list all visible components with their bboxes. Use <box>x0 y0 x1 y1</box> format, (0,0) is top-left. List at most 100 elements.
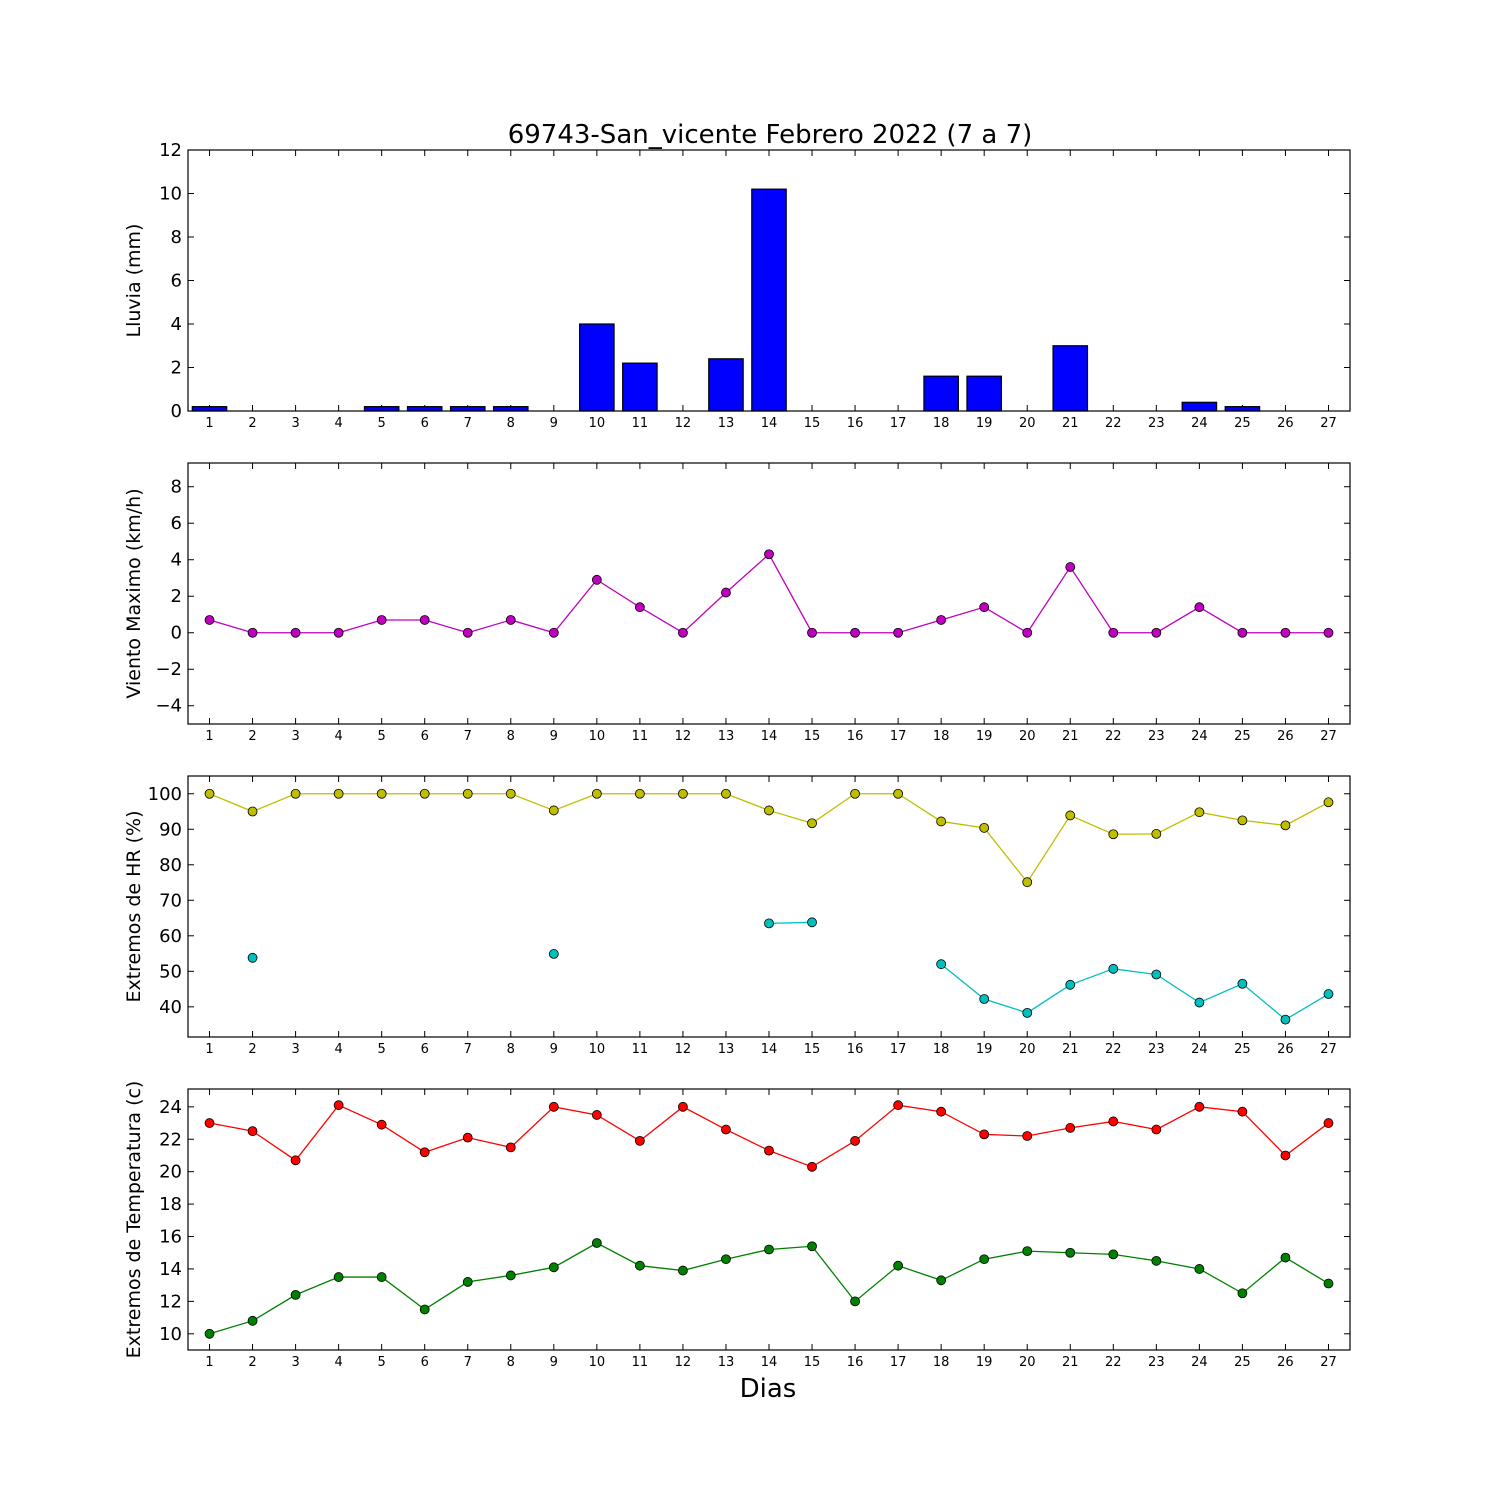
x-tick-label: 9 <box>550 416 558 431</box>
axes-frame <box>187 149 1351 412</box>
data-point <box>936 1275 947 1286</box>
x-tick-label: 17 <box>890 416 907 431</box>
data-point <box>1065 810 1076 821</box>
y-tick-label: 50 <box>159 961 182 982</box>
data-point <box>1237 1106 1248 1117</box>
data-point <box>333 788 344 799</box>
x-tick-label: 6 <box>421 416 429 431</box>
bar <box>708 358 744 412</box>
x-tick-label: 13 <box>718 416 735 431</box>
data-point <box>591 1238 602 1248</box>
data-point <box>764 549 774 560</box>
x-tick-label: 17 <box>890 1355 907 1370</box>
x-tick-label: 16 <box>847 416 864 431</box>
x-tick-label: 22 <box>1105 416 1122 431</box>
x-tick-label: 7 <box>464 1042 472 1057</box>
x-axis-label: Dias <box>740 1374 797 1404</box>
x-tick-label: 3 <box>291 1355 299 1370</box>
data-point <box>1022 627 1033 638</box>
axes-frame <box>187 462 1351 725</box>
bar <box>966 375 1003 412</box>
data-point <box>1065 979 1076 990</box>
panel-4: Extremos de Temperatura (c) 1012141618202… <box>123 1081 1351 1370</box>
x-tick-label: 20 <box>1019 416 1036 431</box>
bar <box>449 406 486 412</box>
x-tick-label: 24 <box>1191 1042 1208 1057</box>
axes-frame <box>187 1088 1351 1351</box>
data-point <box>1237 978 1248 989</box>
x-tick-label: 22 <box>1105 1355 1122 1370</box>
x-tick-label: 13 <box>718 1042 735 1057</box>
y-tick-label: 18 <box>159 1194 182 1215</box>
data-point <box>807 818 817 829</box>
data-point <box>419 1147 430 1158</box>
y-tick-label: 14 <box>159 1259 182 1280</box>
x-tick-label: 23 <box>1148 729 1165 744</box>
x-tick-label: 3 <box>291 1042 299 1057</box>
bar <box>751 188 787 412</box>
x-tick-label: 2 <box>248 729 256 744</box>
x-tick-label: 25 <box>1234 1042 1251 1057</box>
y-tick-label: 70 <box>159 890 182 911</box>
data-point <box>634 788 645 799</box>
data-point <box>1194 1101 1205 1112</box>
x-tick-label: 24 <box>1191 416 1208 431</box>
x-tick-label: 4 <box>334 416 342 431</box>
data-point <box>591 788 602 799</box>
x-tick-label: 16 <box>847 1355 864 1370</box>
series-line <box>768 921 813 925</box>
axes-frame <box>187 775 1351 1038</box>
x-tick-label: 2 <box>248 1355 256 1370</box>
data-point <box>290 1155 301 1166</box>
data-point <box>505 788 516 799</box>
data-point <box>548 1101 559 1112</box>
y-tick-label: 0 <box>171 623 182 644</box>
data-point <box>807 627 817 638</box>
bar <box>492 406 529 412</box>
x-tick-label: 25 <box>1234 729 1251 744</box>
data-point <box>807 1161 817 1172</box>
y-tick-label: 4 <box>171 550 182 571</box>
x-tick-label: 12 <box>675 1355 692 1370</box>
data-point <box>462 788 473 799</box>
x-tick-label: 19 <box>976 1042 993 1057</box>
data-point <box>979 602 990 613</box>
data-point <box>850 627 860 638</box>
data-point <box>247 806 258 817</box>
x-tick-label: 16 <box>847 1042 864 1057</box>
bar <box>406 406 443 412</box>
y-tick-label: 8 <box>171 227 182 248</box>
x-tick-label: 23 <box>1148 1042 1165 1057</box>
data-point <box>591 574 602 585</box>
data-point <box>462 627 473 638</box>
data-point <box>1065 1123 1076 1133</box>
data-point <box>893 788 904 799</box>
data-point <box>247 627 258 638</box>
data-point <box>807 917 817 928</box>
data-point <box>1280 820 1291 831</box>
x-tick-label: 26 <box>1277 729 1294 744</box>
data-point <box>548 1262 559 1273</box>
data-point <box>204 615 215 625</box>
x-tick-label: 17 <box>890 729 907 744</box>
x-tick-label: 15 <box>804 729 821 744</box>
data-point <box>333 1100 344 1111</box>
data-point <box>1323 627 1334 638</box>
x-tick-label: 1 <box>205 416 213 431</box>
x-tick-label: 10 <box>589 1042 606 1057</box>
x-tick-label: 25 <box>1234 1355 1251 1370</box>
data-point <box>505 615 516 625</box>
x-tick-label: 19 <box>976 416 993 431</box>
x-tick-label: 23 <box>1148 1355 1165 1370</box>
data-point <box>1280 627 1291 638</box>
x-tick-label: 5 <box>378 1042 386 1057</box>
y-tick-label: 6 <box>171 271 182 292</box>
x-tick-label: 12 <box>675 1042 692 1057</box>
x-tick-label: 26 <box>1277 1355 1294 1370</box>
data-point <box>204 788 215 799</box>
x-tick-label: 19 <box>976 1355 993 1370</box>
data-point <box>376 615 387 625</box>
data-point <box>419 615 430 625</box>
